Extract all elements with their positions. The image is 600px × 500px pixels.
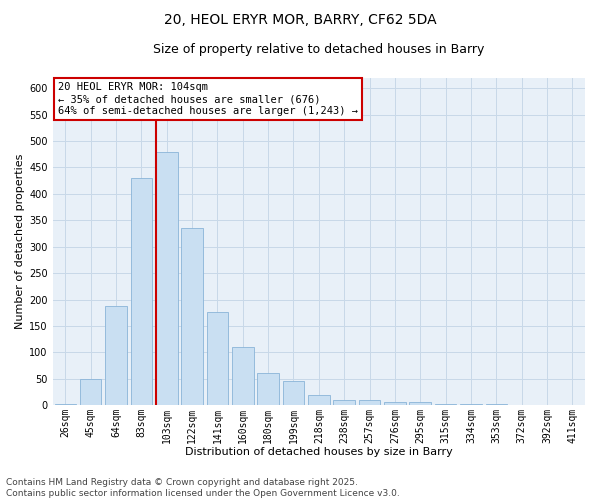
Text: 20 HEOL ERYR MOR: 104sqm
← 35% of detached houses are smaller (676)
64% of semi-: 20 HEOL ERYR MOR: 104sqm ← 35% of detach… xyxy=(58,82,358,116)
Bar xyxy=(55,404,76,406)
Bar xyxy=(232,347,254,406)
Bar xyxy=(334,400,355,406)
Bar xyxy=(105,306,127,406)
Bar xyxy=(283,381,304,406)
X-axis label: Distribution of detached houses by size in Barry: Distribution of detached houses by size … xyxy=(185,448,453,458)
Title: Size of property relative to detached houses in Barry: Size of property relative to detached ho… xyxy=(153,42,485,56)
Text: 20, HEOL ERYR MOR, BARRY, CF62 5DA: 20, HEOL ERYR MOR, BARRY, CF62 5DA xyxy=(164,12,436,26)
Bar xyxy=(460,404,482,406)
Bar xyxy=(181,228,203,406)
Bar xyxy=(409,402,431,406)
Bar xyxy=(435,404,457,406)
Bar xyxy=(156,152,178,406)
Bar xyxy=(206,312,228,406)
Bar xyxy=(257,372,279,406)
Bar xyxy=(536,405,558,406)
Bar xyxy=(384,402,406,406)
Bar xyxy=(485,404,507,406)
Bar xyxy=(308,394,329,406)
Bar xyxy=(131,178,152,406)
Y-axis label: Number of detached properties: Number of detached properties xyxy=(15,154,25,329)
Bar xyxy=(80,379,101,406)
Bar xyxy=(511,405,532,406)
Bar xyxy=(562,405,583,406)
Bar xyxy=(359,400,380,406)
Text: Contains HM Land Registry data © Crown copyright and database right 2025.
Contai: Contains HM Land Registry data © Crown c… xyxy=(6,478,400,498)
